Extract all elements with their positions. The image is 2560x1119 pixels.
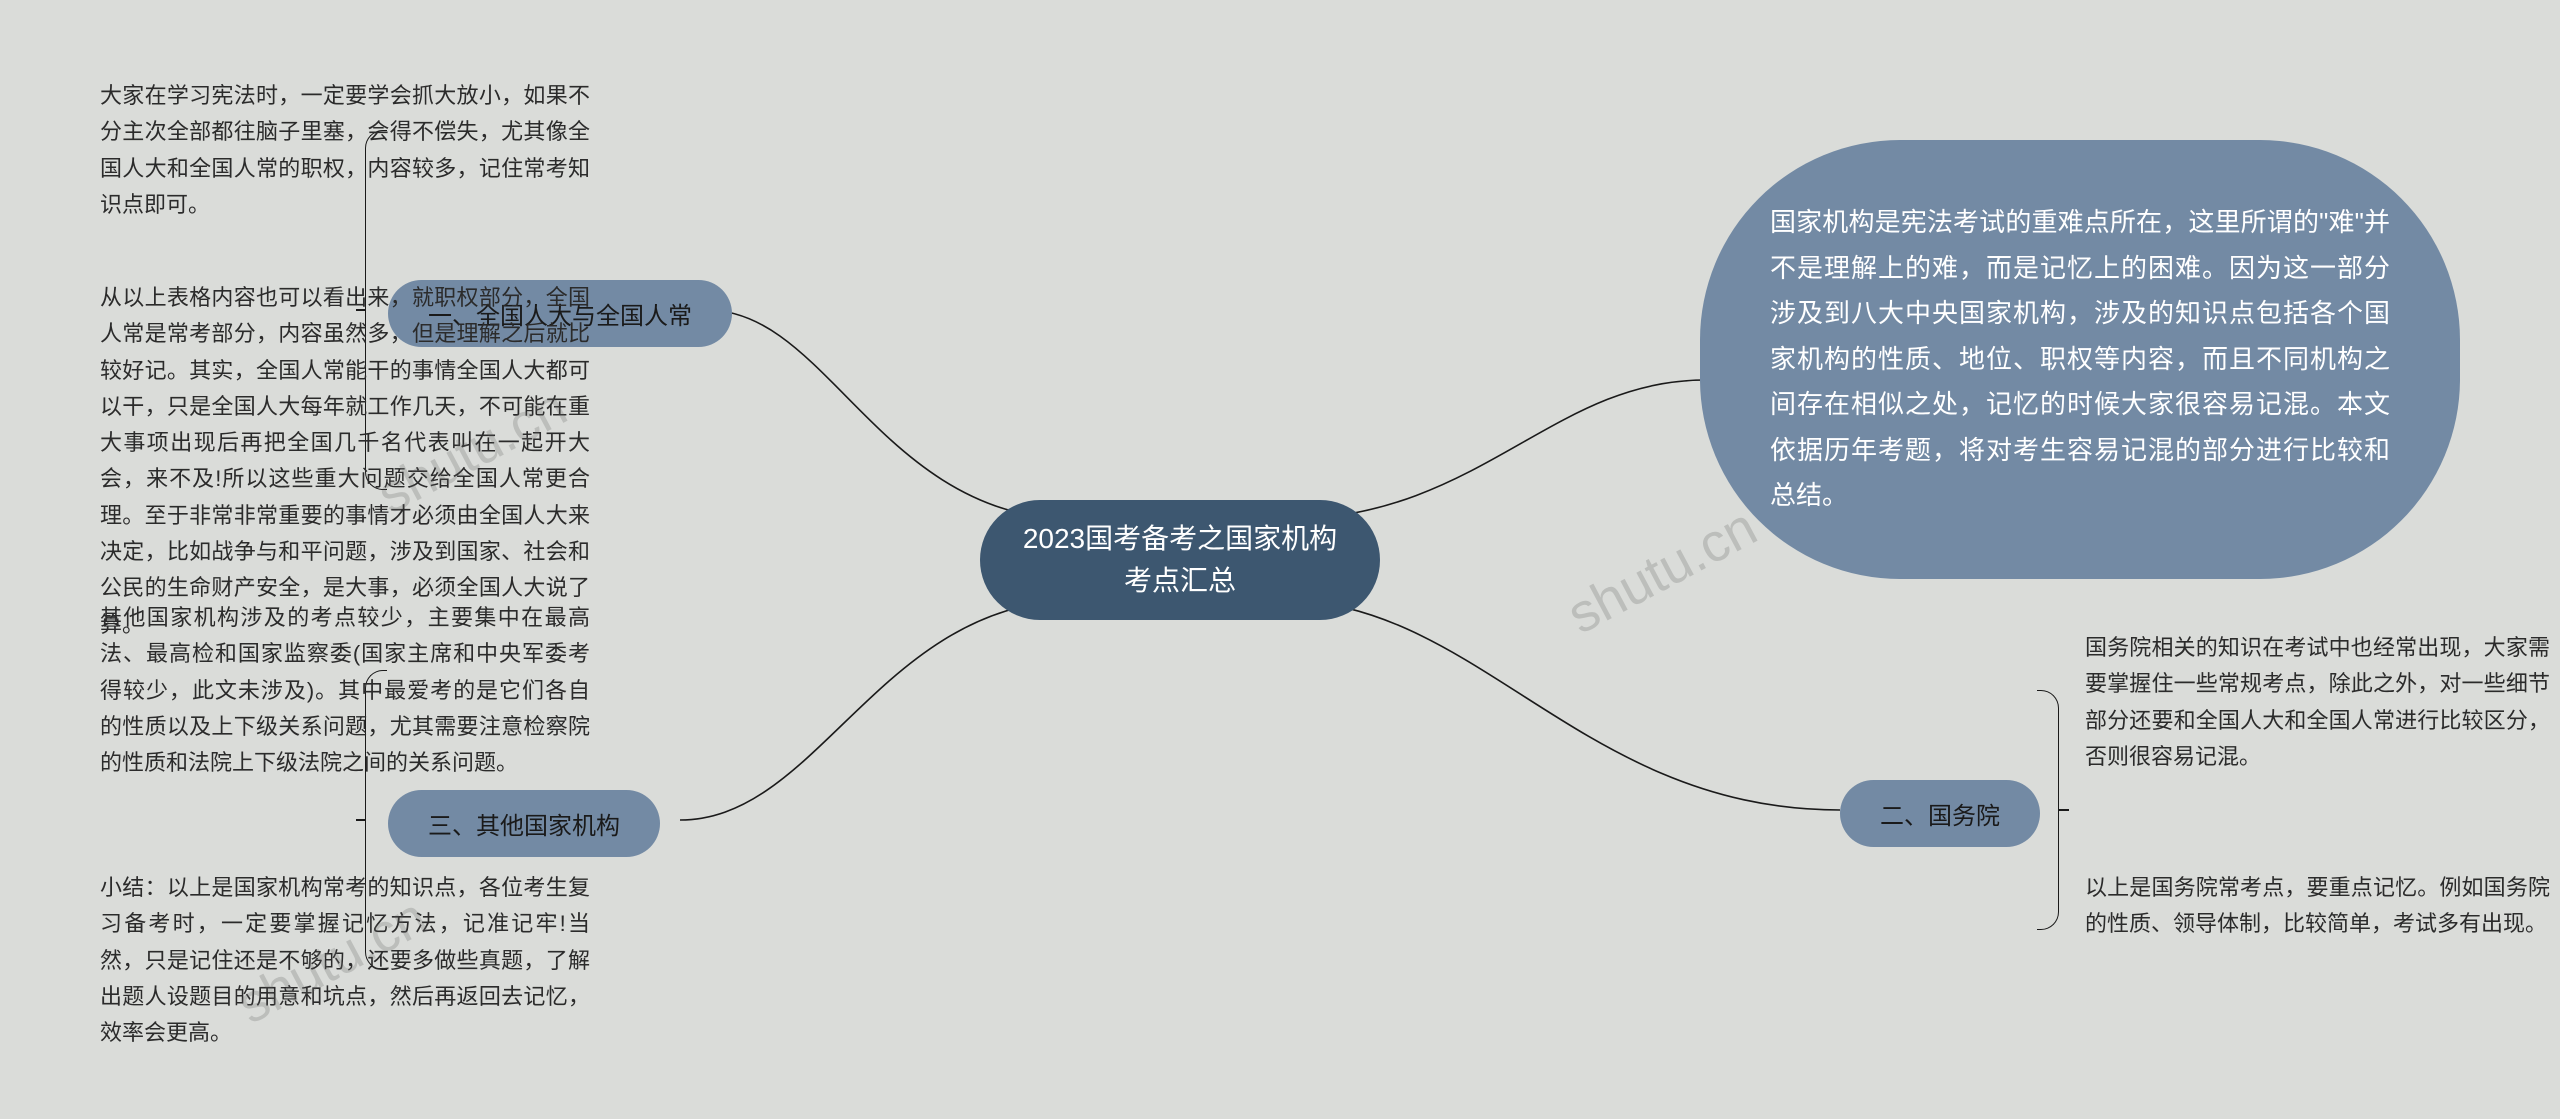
branch-three-label: 三、其他国家机构 <box>428 806 620 841</box>
intro-node: 国家机构是宪法考试的重难点所在，这里所谓的"难"并不是理解上的难，而是记忆上的困… <box>1700 140 2460 579</box>
branch-two-node: 二、国务院 <box>1840 780 2040 847</box>
branch-two-label: 二、国务院 <box>1880 796 2000 831</box>
branch-two-bracket <box>2037 690 2059 930</box>
branch-three-leaf-1: 其他国家机构涉及的考点较少，主要集中在最高法、最高检和国家监察委(国家主席和中央… <box>100 600 590 781</box>
branch-three-node: 三、其他国家机构 <box>388 790 660 857</box>
center-label: 2023国考备考之国家机构考点汇总 <box>1016 518 1344 602</box>
intro-text: 国家机构是宪法考试的重难点所在，这里所谓的"难"并不是理解上的难，而是记忆上的困… <box>1770 200 2390 519</box>
branch-two-leaf-2: 以上是国务院常考点，要重点记忆。例如国务院的性质、领导体制，比较简单，考试多有出… <box>2085 870 2550 943</box>
center-node: 2023国考备考之国家机构考点汇总 <box>980 500 1380 620</box>
watermark-3: shutu.cn <box>1557 496 1766 647</box>
branch-one-leaf-1: 大家在学习宪法时，一定要学会抓大放小，如果不分主次全部都往脑子里塞，会得不偿失，… <box>100 78 590 223</box>
branch-one-leaf-2: 从以上表格内容也可以看出来，就职权部分，全国人常是常考部分，内容虽然多，但是理解… <box>100 280 590 643</box>
branch-three-tick <box>356 819 366 821</box>
branch-two-leaf-1: 国务院相关的知识在考试中也经常出现，大家需要掌握住一些常规考点，除此之外，对一些… <box>2085 630 2550 775</box>
branch-two-tick <box>2059 809 2069 811</box>
branch-three-leaf-2: 小结：以上是国家机构常考的知识点，各位考生复习备考时，一定要掌握记忆方法，记准记… <box>100 870 590 1051</box>
